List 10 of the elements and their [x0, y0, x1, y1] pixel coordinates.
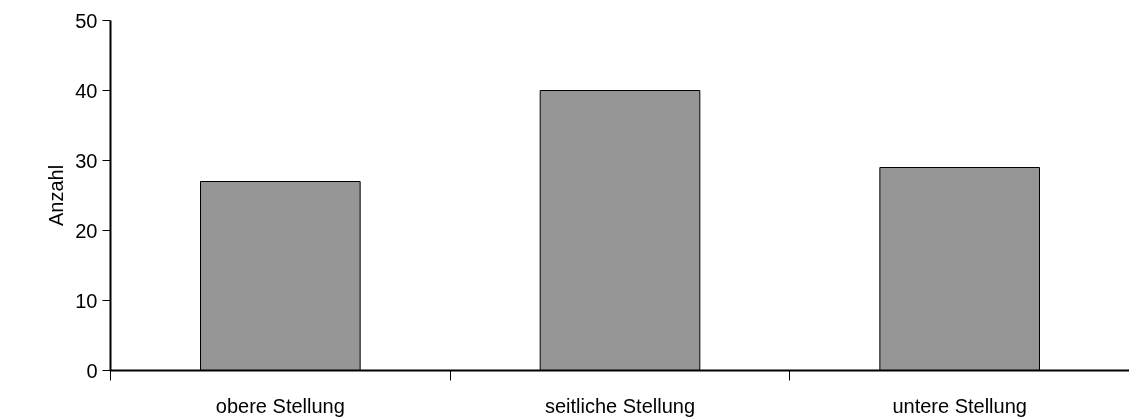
y-tick-label: 50	[75, 9, 98, 32]
x-tick-label: seitliche Stellung	[544, 394, 696, 417]
x-tick-label: obere Stellung	[215, 394, 345, 417]
y-tick-label: 40	[75, 79, 98, 102]
y-tick-label: 10	[75, 289, 98, 312]
y-tick-label: 0	[86, 359, 98, 382]
y-tick-label: 30	[75, 149, 98, 172]
x-tick-label: untere Stellung	[892, 394, 1027, 417]
y-tick-label: 20	[75, 219, 98, 242]
y-axis-title: Anzahl	[45, 164, 68, 227]
